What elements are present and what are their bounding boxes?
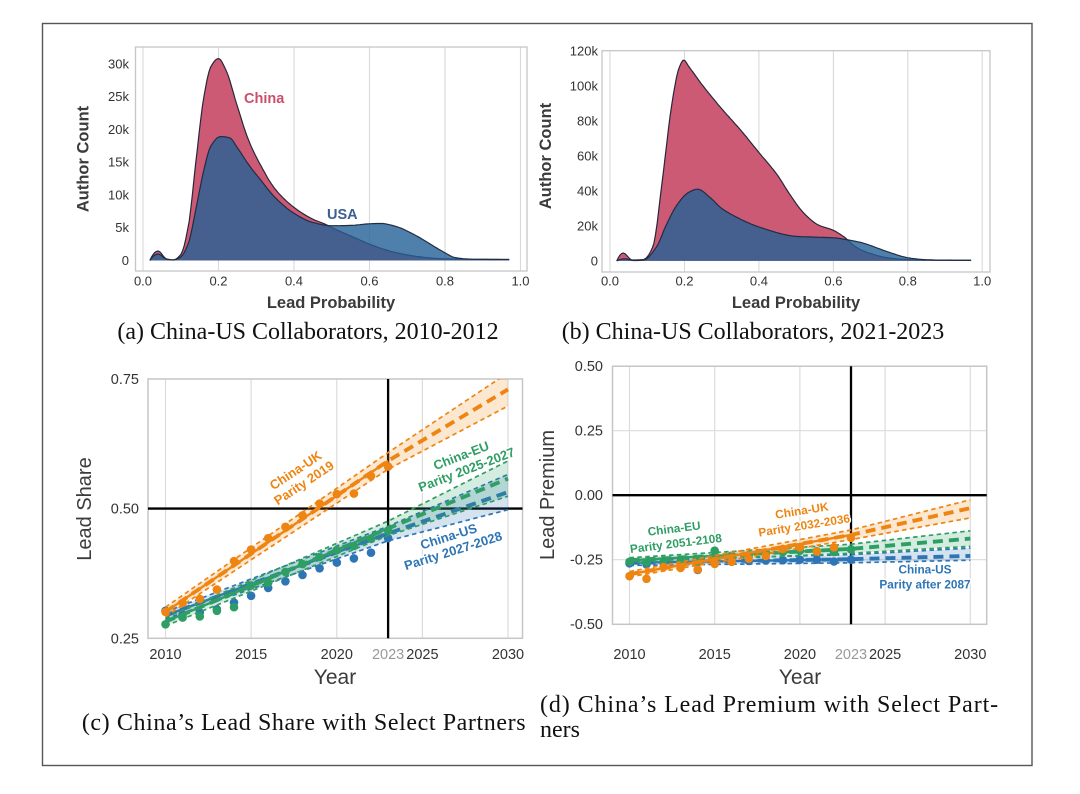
svg-text:(b) China-US Collaborators, 20: (b) China-US Collaborators, 2021-2023 xyxy=(562,319,945,345)
svg-text:Lead Probability: Lead Probability xyxy=(732,294,861,312)
svg-text:40k: 40k xyxy=(577,183,598,198)
svg-text:-0.25: -0.25 xyxy=(570,553,603,569)
svg-text:0.0: 0.0 xyxy=(134,274,152,289)
svg-text:100k: 100k xyxy=(570,79,599,94)
svg-text:80k: 80k xyxy=(577,114,598,129)
svg-text:0.00: 0.00 xyxy=(575,488,603,504)
svg-text:0.8: 0.8 xyxy=(899,274,917,289)
svg-text:1.0: 1.0 xyxy=(511,274,529,289)
svg-text:0.25: 0.25 xyxy=(575,424,603,440)
svg-text:2030: 2030 xyxy=(492,647,524,663)
svg-text:1.0: 1.0 xyxy=(973,274,991,289)
svg-text:0.2: 0.2 xyxy=(675,274,693,289)
svg-text:2023: 2023 xyxy=(835,647,867,663)
svg-text:(a) China-US Collaborators, 20: (a) China-US Collaborators, 2010-2012 xyxy=(117,319,498,345)
svg-text:China-US: China-US xyxy=(898,563,951,577)
svg-text:0.25: 0.25 xyxy=(111,631,139,647)
svg-text:2025: 2025 xyxy=(406,647,438,663)
svg-text:2030: 2030 xyxy=(954,647,986,663)
svg-text:(c) China’s Lead Share with Se: (c) China’s Lead Share with Select Partn… xyxy=(82,710,526,736)
svg-text:120k: 120k xyxy=(570,44,599,59)
svg-text:Lead Share: Lead Share xyxy=(74,457,96,560)
svg-text:Author Count: Author Count xyxy=(75,105,93,212)
svg-text:5k: 5k xyxy=(115,220,129,235)
svg-text:-0.50: -0.50 xyxy=(570,617,603,633)
svg-text:0.75: 0.75 xyxy=(111,372,139,388)
svg-text:0: 0 xyxy=(591,253,598,268)
svg-text:2010: 2010 xyxy=(149,647,181,663)
svg-text:30k: 30k xyxy=(108,56,129,71)
svg-text:0.4: 0.4 xyxy=(285,274,303,289)
svg-text:China: China xyxy=(244,91,285,107)
svg-text:0.6: 0.6 xyxy=(824,274,842,289)
svg-text:USA: USA xyxy=(327,207,358,223)
svg-text:2010: 2010 xyxy=(613,647,645,663)
svg-text:0.6: 0.6 xyxy=(360,274,378,289)
svg-text:Lead Probability: Lead Probability xyxy=(267,294,396,312)
svg-text:(d) China’s Lead Premium with: (d) China’s Lead Premium with Select Par… xyxy=(540,692,999,718)
svg-text:0.50: 0.50 xyxy=(111,502,139,518)
svg-text:Parity after 2087: Parity after 2087 xyxy=(879,578,971,592)
svg-text:25k: 25k xyxy=(108,89,129,104)
svg-text:20k: 20k xyxy=(108,122,129,137)
svg-text:0.2: 0.2 xyxy=(209,274,227,289)
svg-text:Lead Premium: Lead Premium xyxy=(537,430,559,560)
svg-text:Year: Year xyxy=(314,666,356,689)
svg-text:ners: ners xyxy=(540,717,580,743)
svg-text:0.0: 0.0 xyxy=(601,274,619,289)
svg-text:2015: 2015 xyxy=(699,647,731,663)
svg-text:2020: 2020 xyxy=(784,647,816,663)
svg-text:20k: 20k xyxy=(577,218,598,233)
svg-text:0.8: 0.8 xyxy=(436,274,454,289)
svg-text:0.50: 0.50 xyxy=(575,359,603,375)
svg-text:0: 0 xyxy=(122,253,129,268)
svg-text:0.4: 0.4 xyxy=(750,274,768,289)
svg-text:10k: 10k xyxy=(108,187,129,202)
svg-text:2015: 2015 xyxy=(235,647,267,663)
svg-text:2025: 2025 xyxy=(869,647,901,663)
svg-text:Author Count: Author Count xyxy=(537,102,555,209)
svg-text:Year: Year xyxy=(779,666,821,689)
svg-text:60k: 60k xyxy=(577,148,598,163)
svg-text:2023: 2023 xyxy=(372,647,404,663)
svg-text:15k: 15k xyxy=(108,155,129,170)
svg-text:2020: 2020 xyxy=(321,647,353,663)
